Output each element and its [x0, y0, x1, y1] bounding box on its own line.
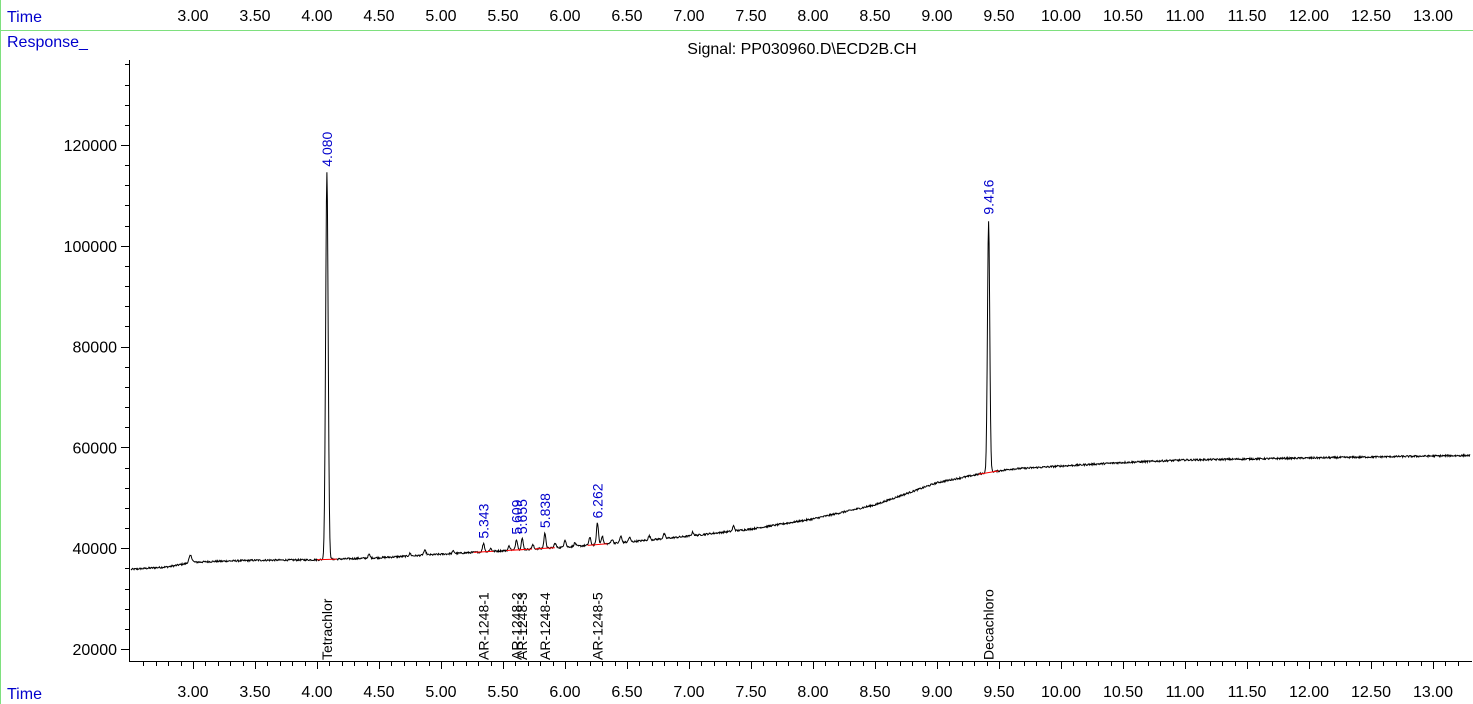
baseline-marks: [316, 470, 999, 561]
top-time-ticks: 3.00 3.50 4.00 4.50 5.00 5.50 6.00 6.50 7.00 7.50…: [177, 8, 1453, 25]
x-tick-label: 9.50: [983, 684, 1014, 701]
x-tick-label: 3.00: [177, 684, 208, 701]
compound-labels: Tetrachlor AR-1248-1 AR-1248-2AR-1248-3 AR-…: [319, 589, 997, 660]
top-x-tick-label: 3.50: [239, 8, 270, 25]
top-x-tick-label: 6.50: [611, 8, 642, 25]
x-tick-label: 8.00: [797, 684, 828, 701]
baseline-mark: [512, 548, 533, 551]
top-x-tick-label: 9.50: [983, 8, 1014, 25]
x-tick-label: 4.50: [363, 684, 394, 701]
peak-rt-label: 5.609: [509, 499, 525, 534]
peak-rt-label: 4.080: [319, 131, 335, 166]
x-tick-label: 5.00: [425, 684, 456, 701]
x-tick-label: 13.00: [1413, 684, 1453, 701]
top-x-tick-label: 8.50: [859, 8, 890, 25]
baseline-mark: [473, 550, 494, 553]
top-time-label: Time: [7, 9, 42, 26]
top-x-tick-label: 10.00: [1041, 8, 1081, 25]
top-x-tick-label: 6.00: [549, 8, 580, 25]
top-x-tick-label: 11.00: [1166, 8, 1205, 25]
x-tick-label: 11.50: [1228, 684, 1267, 701]
top-x-tick-label: 9.00: [921, 8, 952, 25]
top-x-tick-label: 7.00: [673, 8, 704, 25]
baseline-mark: [534, 547, 555, 550]
x-tick-label: 3.50: [239, 684, 270, 701]
x-tick-label: 7.00: [673, 684, 704, 701]
x-tick-label: 11.00: [1166, 684, 1205, 701]
y-tick-label: 80000: [73, 340, 118, 357]
compound-name-label: AR-1248-5: [589, 592, 605, 660]
x-tick-label: 6.00: [549, 684, 580, 701]
top-x-tick-label: 7.50: [735, 8, 766, 25]
baseline-mark: [316, 558, 337, 561]
x-tick-label: 7.50: [735, 684, 766, 701]
compound-name-label: Tetrachlor: [319, 598, 335, 660]
y-tick-label: 100000: [64, 239, 117, 256]
x-tick-label: 12.50: [1351, 684, 1391, 701]
compound-name-label: AR-1248-4: [537, 592, 553, 660]
baseline-mark: [587, 543, 608, 546]
bottom-time-ticks: 3.00 3.50 4.00 4.50 5.00 5.50 6.00 6.50 7.00 7.50…: [177, 684, 1453, 701]
top-x-tick-label: 4.50: [363, 8, 394, 25]
y-tick-label: 40000: [73, 541, 118, 558]
peak-rt-label: 6.262: [589, 483, 605, 518]
top-x-tick-label: 12.00: [1289, 8, 1329, 25]
top-x-tick-label: 3.00: [177, 8, 208, 25]
y-tick-label: 60000: [73, 440, 118, 457]
x-tick-label: 6.50: [611, 684, 642, 701]
y-tick-label: 20000: [73, 642, 118, 659]
x-tick-label: 5.50: [487, 684, 518, 701]
top-x-tick-label: 11.50: [1228, 8, 1267, 25]
top-x-tick-label: 13.00: [1413, 8, 1453, 25]
baseline-mark: [978, 470, 999, 475]
x-tick-label: 12.00: [1289, 684, 1329, 701]
x-tick-label: 4.00: [301, 684, 332, 701]
compound-name-label: Decachloro: [981, 589, 997, 660]
top-x-tick-label: 4.00: [301, 8, 332, 25]
bottom-time-label: Time: [7, 686, 42, 703]
response-label: Response_: [7, 34, 89, 51]
peak-rt-label: 5.655: [514, 499, 530, 534]
top-x-tick-label: 12.50: [1351, 8, 1391, 25]
x-tick-label: 8.50: [859, 684, 890, 701]
y-tick-label: 120000: [64, 138, 117, 155]
compound-name-label: AR-1248-1: [476, 592, 492, 660]
signal-trace: [130, 172, 1471, 571]
peak-rt-label: 5.343: [476, 503, 492, 538]
axes: 20000 40000 60000 80000 100000 120000: [64, 60, 1472, 669]
top-x-tick-label: 5.00: [425, 8, 456, 25]
signal-title: Signal: PP030960.D\ECD2B.CH: [687, 41, 916, 58]
x-tick-label: 10.50: [1103, 684, 1143, 701]
top-x-tick-label: 10.50: [1103, 8, 1143, 25]
top-x-tick-label: 5.50: [487, 8, 518, 25]
x-tick-label: 9.00: [921, 684, 952, 701]
x-tick-label: 10.00: [1041, 684, 1081, 701]
compound-name-label: AR-1248-2: [509, 592, 525, 660]
top-x-tick-label: 8.00: [797, 8, 828, 25]
compound-name-label: AR-1248-3: [514, 592, 530, 660]
peak-rt-label: 9.416: [981, 179, 997, 214]
peak-rt-label: 5.838: [537, 493, 553, 528]
